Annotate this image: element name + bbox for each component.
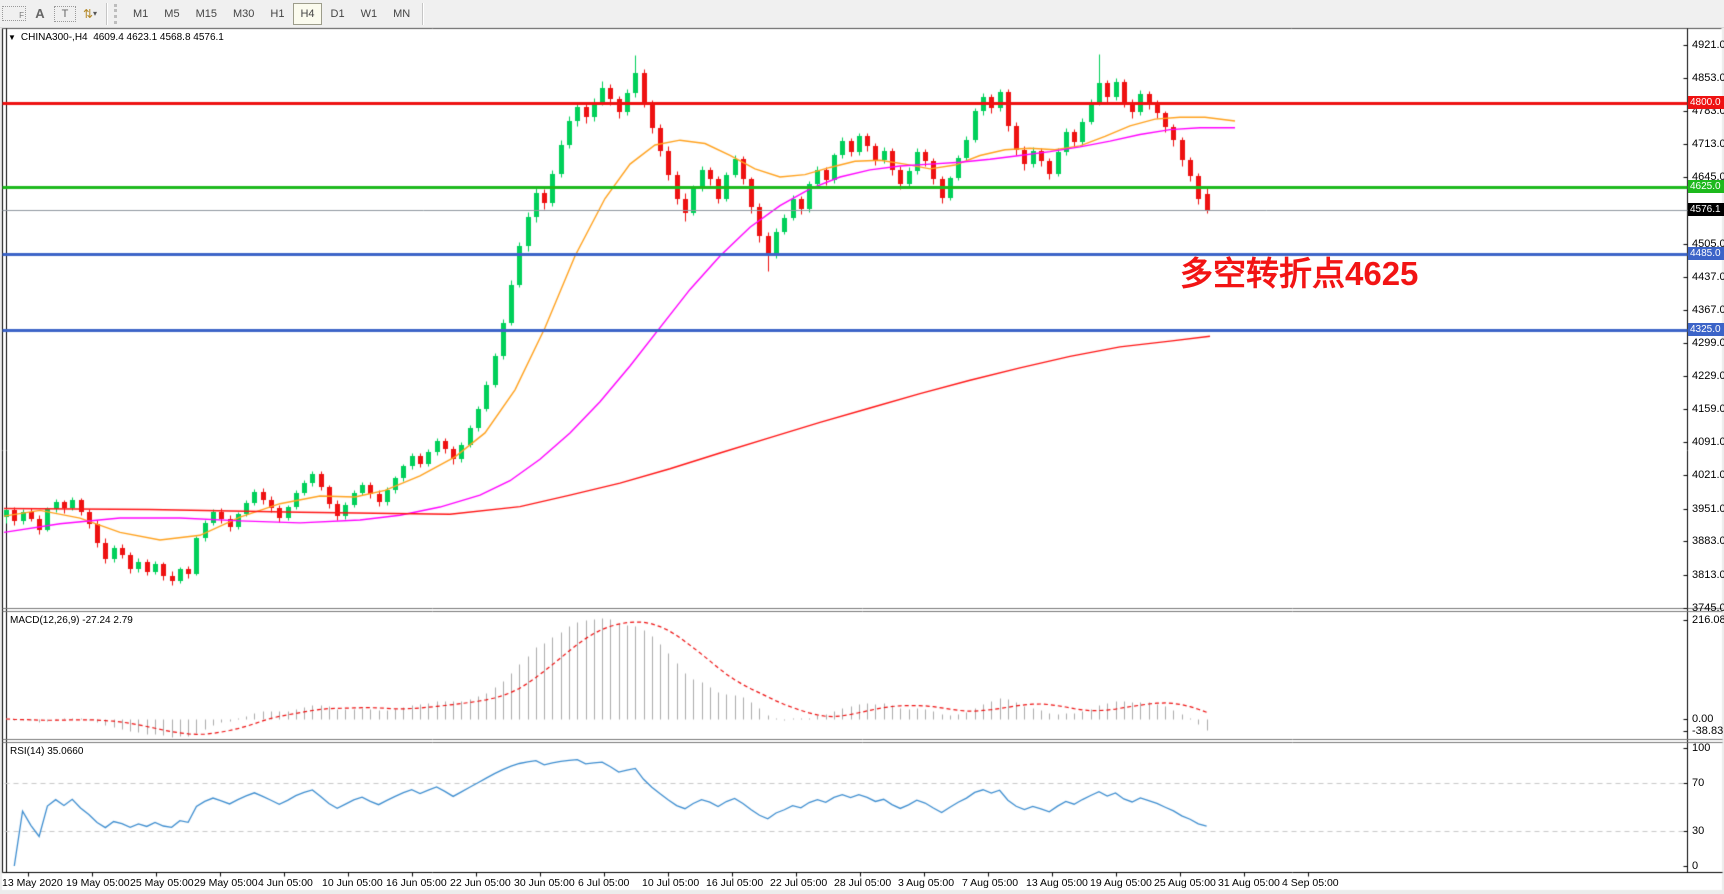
arrow-tools-icon[interactable]: ⇅ ▾	[80, 4, 100, 24]
time-axis-label: 3 Aug 05:00	[898, 877, 955, 889]
price-tick-label: 3745.0	[1692, 601, 1724, 614]
tf-button-m30[interactable]: M30	[232, 7, 255, 20]
price-tick-label: 4229.0	[1692, 369, 1724, 382]
toolbar-drag-handle[interactable]	[114, 3, 120, 24]
time-axis-label: 4 Jun 05:00	[258, 877, 313, 889]
time-axis-label: 10 Jun 05:00	[322, 877, 383, 889]
price-tick-label: 4713.0	[1692, 138, 1724, 151]
price-marker-label: 4485.0	[1688, 246, 1724, 260]
tf-button-m5[interactable]: M5	[164, 7, 180, 20]
time-axis-label: 19 Aug 05:00	[1090, 877, 1152, 889]
dropdown-caret-icon[interactable]: ▾	[93, 9, 98, 18]
rsi-axis-label: 0	[1692, 860, 1699, 872]
tf-button-h4[interactable]: H4	[293, 2, 322, 25]
price-tick-label: 3813.0	[1692, 568, 1724, 581]
toolbar-separator	[422, 2, 425, 25]
price-tick-label: 4437.0	[1692, 270, 1724, 283]
time-axis-label: 16 Jul 05:00	[706, 877, 764, 889]
time-axis-label: 31 Aug 05:00	[1218, 877, 1280, 889]
tf-button-m1[interactable]: M1	[133, 7, 149, 20]
time-axis-label: 30 Jun 05:00	[514, 877, 575, 889]
time-axis-label: 19 May 05:00	[66, 877, 130, 889]
text-annotation-icon[interactable]: A	[35, 6, 45, 21]
macd-axis-label: 216.08	[1692, 614, 1724, 626]
indicator-grid-icon[interactable]: F	[2, 6, 26, 21]
rsi-axis-label: 70	[1692, 777, 1705, 789]
time-axis-label: 25 May 05:00	[130, 877, 194, 889]
toolbar-separator	[106, 2, 108, 25]
rsi-axis-label: 30	[1692, 825, 1705, 837]
time-axis-label: 16 Jun 05:00	[386, 877, 447, 889]
tf-button-m15[interactable]: M15	[195, 7, 217, 20]
price-tick-label: 4159.0	[1692, 403, 1724, 416]
text-label-icon[interactable]: T	[54, 5, 76, 22]
macd-axis-label: 0.00	[1692, 713, 1714, 725]
tf-button-w1[interactable]: W1	[360, 7, 378, 20]
macd-axis-label: -38.83	[1692, 725, 1724, 737]
price-tick-label: 4299.0	[1692, 336, 1724, 349]
tf-button-h1[interactable]: H1	[270, 7, 285, 20]
price-marker-label: 4325.0	[1688, 323, 1724, 337]
time-axis-label: 13 Aug 05:00	[1026, 877, 1088, 889]
symbol-dropdown-icon[interactable]: ▼	[8, 33, 16, 42]
time-axis-label: 25 Aug 05:00	[1154, 877, 1216, 889]
ohlc-values: 4609.4 4623.1 4568.8 4576.1	[93, 32, 224, 43]
tf-button-d1[interactable]: D1	[330, 7, 345, 20]
timeframe-button-group: M1 M5 M15 M30 H1 H4 D1 W1 MN	[125, 2, 418, 25]
time-axis-label: 4 Sep 05:00	[1282, 877, 1339, 889]
macd-indicator-label: MACD(12,26,9) -27.24 2.79	[10, 615, 133, 626]
time-axis-label: 28 Jul 05:00	[834, 877, 892, 889]
time-axis-label: 6 Jul 05:00	[578, 877, 630, 889]
time-axis-label: 22 Jun 05:00	[450, 877, 511, 889]
rsi-indicator-label: RSI(14) 35.0660	[10, 746, 84, 757]
price-tick-label: 3951.0	[1692, 502, 1724, 515]
price-tick-label: 4853.0	[1692, 71, 1724, 84]
time-axis-label: 13 May 2020	[2, 877, 63, 889]
tf-button-mn[interactable]: MN	[393, 7, 411, 20]
price-tick-label: 4021.0	[1692, 469, 1724, 482]
symbol-timeframe-label: CHINA300-,H4	[20, 32, 88, 43]
price-tick-label: 3883.0	[1692, 535, 1724, 548]
price-tick-label: 4921.0	[1692, 39, 1724, 51]
chart-annotation-text[interactable]: 多空转折点4625	[1180, 255, 1419, 292]
time-axis-label: 22 Jul 05:00	[770, 877, 828, 889]
price-tick-label: 4367.0	[1692, 303, 1724, 316]
price-marker-label: 4625.0	[1688, 179, 1724, 193]
price-marker-label: 4800.0	[1688, 95, 1724, 109]
time-axis-label: 29 May 05:00	[194, 877, 258, 889]
chart-title: ▼ CHINA300-,H4 4609.4 4623.1 4568.8 4576.…	[8, 32, 224, 43]
time-axis-label: 10 Jul 05:00	[642, 877, 700, 889]
arrows-glyph: ⇅	[82, 6, 93, 21]
price-marker-label: 4576.1	[1688, 202, 1724, 216]
price-tick-label: 4091.0	[1692, 436, 1724, 448]
top-toolbar: F A T ⇅ ▾ M1 M5 M15 M30 H1 H4 D1 W1 MN	[0, 0, 1724, 28]
rsi-axis-label: 100	[1692, 742, 1711, 754]
time-axis-label: 7 Aug 05:00	[962, 877, 1019, 889]
